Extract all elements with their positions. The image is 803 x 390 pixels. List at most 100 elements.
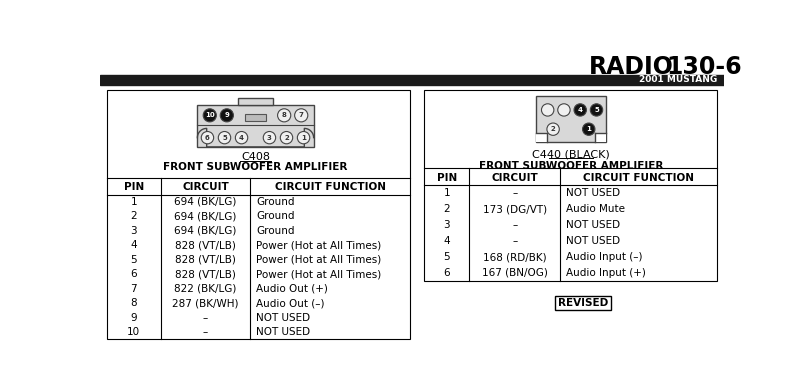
Text: –: – — [512, 220, 516, 230]
Text: 4: 4 — [130, 240, 137, 250]
Text: 3: 3 — [443, 220, 450, 230]
Text: 7: 7 — [299, 112, 304, 118]
Text: 1: 1 — [443, 188, 450, 199]
Text: CIRCUIT FUNCTION: CIRCUIT FUNCTION — [275, 182, 385, 192]
Circle shape — [540, 104, 553, 116]
Text: Ground: Ground — [256, 197, 295, 207]
Text: –: – — [202, 313, 208, 323]
Circle shape — [589, 104, 602, 116]
Text: –: – — [512, 188, 516, 199]
Text: Audio Mute: Audio Mute — [565, 204, 625, 214]
Text: 5: 5 — [130, 255, 137, 265]
Text: 2: 2 — [130, 211, 137, 222]
Text: 6: 6 — [205, 135, 210, 141]
Text: 1: 1 — [585, 126, 590, 132]
Text: 4: 4 — [577, 107, 582, 113]
Text: Power (Hot at All Times): Power (Hot at All Times) — [256, 240, 381, 250]
Text: Ground: Ground — [256, 226, 295, 236]
Circle shape — [557, 104, 569, 116]
Bar — [555, 296, 610, 310]
Circle shape — [297, 131, 309, 144]
Circle shape — [277, 109, 291, 122]
Text: NOT USED: NOT USED — [565, 236, 620, 246]
Bar — [594, 133, 605, 142]
Text: 10: 10 — [127, 327, 141, 337]
Text: 828 (VT/LB): 828 (VT/LB) — [175, 269, 235, 279]
Text: 828 (VT/LB): 828 (VT/LB) — [175, 255, 235, 265]
Text: 3: 3 — [130, 226, 137, 236]
Text: 9: 9 — [130, 313, 137, 323]
Text: 5: 5 — [443, 252, 450, 262]
Text: 1: 1 — [130, 197, 137, 207]
Text: 1: 1 — [301, 135, 306, 141]
Text: C440 (BLACK): C440 (BLACK) — [532, 150, 609, 160]
Text: 694 (BK/LG): 694 (BK/LG) — [174, 226, 236, 236]
Text: Power (Hot at All Times): Power (Hot at All Times) — [256, 255, 381, 265]
Text: 287 (BK/WH): 287 (BK/WH) — [172, 298, 238, 308]
Text: NOT USED: NOT USED — [565, 188, 620, 199]
Circle shape — [573, 104, 585, 116]
Text: Audio Out (–): Audio Out (–) — [256, 298, 324, 308]
Circle shape — [203, 109, 216, 122]
Text: 9: 9 — [224, 112, 229, 118]
Text: Power (Hot at All Times): Power (Hot at All Times) — [256, 269, 381, 279]
Text: CIRCUIT: CIRCUIT — [182, 182, 229, 192]
Circle shape — [220, 109, 233, 122]
Bar — [536, 133, 546, 142]
Text: NOT USED: NOT USED — [256, 327, 310, 337]
Text: 7: 7 — [130, 284, 137, 294]
Text: 168 (RD/BK): 168 (RD/BK) — [483, 252, 546, 262]
Bar — [197, 105, 313, 147]
Circle shape — [294, 109, 308, 122]
Text: NOT USED: NOT USED — [565, 220, 620, 230]
Bar — [238, 98, 272, 105]
Text: CIRCUIT: CIRCUIT — [491, 173, 537, 183]
Text: PIN: PIN — [124, 182, 144, 192]
Text: REVISED: REVISED — [557, 298, 608, 308]
Text: 5: 5 — [222, 135, 226, 141]
Text: C408: C408 — [241, 152, 270, 162]
Text: 4: 4 — [238, 135, 244, 141]
Circle shape — [582, 123, 594, 135]
Bar — [536, 96, 605, 142]
Text: –: – — [512, 236, 516, 246]
Text: PIN: PIN — [436, 173, 456, 183]
Text: 5: 5 — [593, 107, 598, 113]
Text: 3: 3 — [267, 135, 271, 141]
Text: 694 (BK/LG): 694 (BK/LG) — [174, 197, 236, 207]
Text: 8: 8 — [281, 112, 286, 118]
Circle shape — [280, 131, 292, 144]
Bar — [107, 90, 410, 339]
Circle shape — [218, 131, 230, 144]
Text: FRONT SUBWOOFER AMPLIFIER: FRONT SUBWOOFER AMPLIFIER — [478, 161, 662, 171]
Text: 694 (BK/LG): 694 (BK/LG) — [174, 211, 236, 222]
Text: 6: 6 — [130, 269, 137, 279]
Text: Audio Input (–): Audio Input (–) — [565, 252, 642, 262]
Text: Audio Out (+): Audio Out (+) — [256, 284, 328, 294]
Text: 822 (BK/LG): 822 (BK/LG) — [174, 284, 236, 294]
Circle shape — [263, 131, 275, 144]
Text: 828 (VT/LB): 828 (VT/LB) — [175, 240, 235, 250]
Text: RADIO: RADIO — [588, 55, 673, 79]
Text: 8: 8 — [130, 298, 137, 308]
Circle shape — [201, 131, 214, 144]
Text: –: – — [202, 327, 208, 337]
Text: 2: 2 — [443, 204, 450, 214]
Text: CIRCUIT FUNCTION: CIRCUIT FUNCTION — [582, 173, 693, 183]
Text: Ground: Ground — [256, 211, 295, 222]
Text: FRONT SUBWOOFER AMPLIFIER: FRONT SUBWOOFER AMPLIFIER — [163, 162, 347, 172]
Bar — [244, 114, 266, 121]
Bar — [424, 90, 716, 281]
Text: 2: 2 — [550, 126, 555, 132]
Circle shape — [235, 131, 247, 144]
Text: 10: 10 — [205, 112, 214, 118]
Text: 167 (BN/OG): 167 (BN/OG) — [481, 268, 547, 278]
Circle shape — [546, 123, 559, 135]
Text: NOT USED: NOT USED — [256, 313, 310, 323]
Text: 6: 6 — [443, 268, 450, 278]
Text: 2: 2 — [283, 135, 288, 141]
Text: 2001 MUSTANG: 2001 MUSTANG — [638, 75, 716, 84]
Text: 4: 4 — [443, 236, 450, 246]
Bar — [100, 74, 723, 85]
Text: 173 (DG/VT): 173 (DG/VT) — [482, 204, 546, 214]
